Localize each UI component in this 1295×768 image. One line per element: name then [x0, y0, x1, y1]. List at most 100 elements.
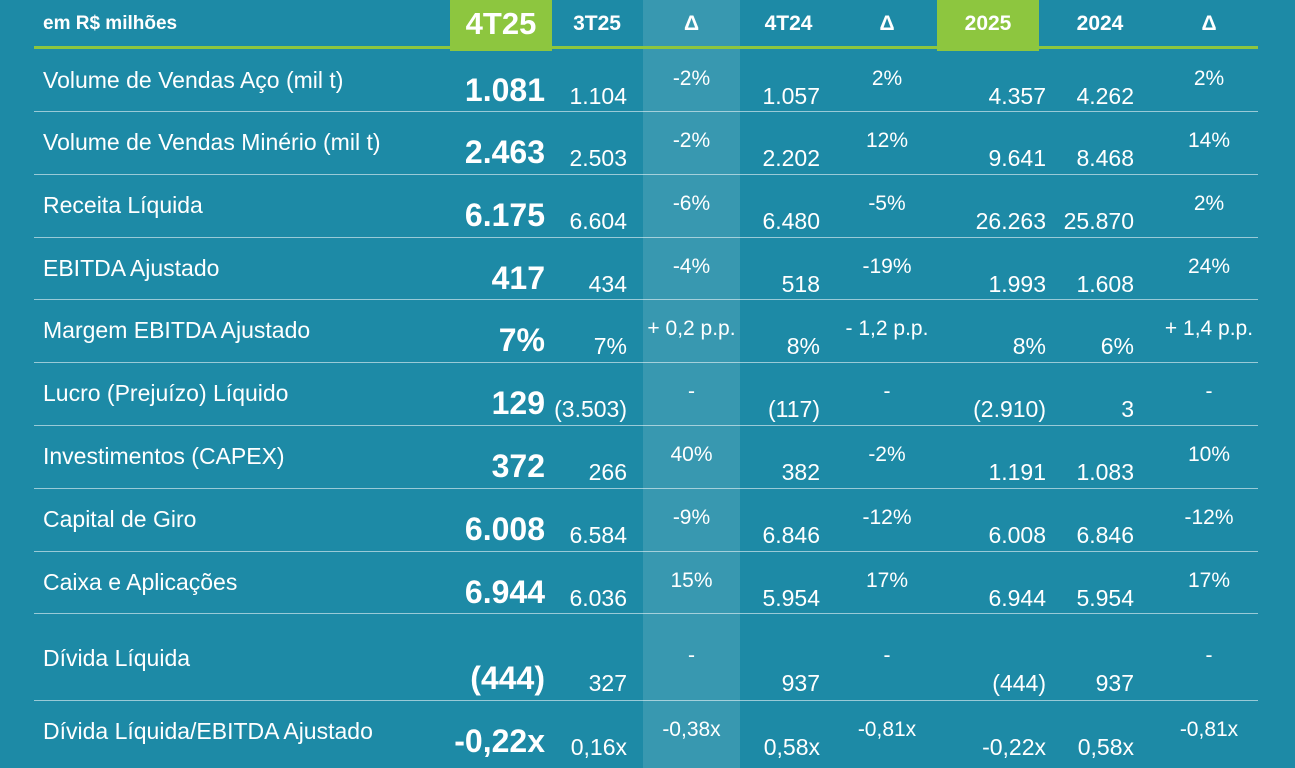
- row-label: Caixa e Aplicações: [43, 569, 238, 595]
- value-4t24: 0,58x: [763, 734, 820, 760]
- delta-yoy: 12%: [865, 129, 909, 152]
- value-2025: (444): [992, 670, 1046, 696]
- value-4t25: 2.463: [464, 134, 545, 170]
- value-2025: -0,22x: [982, 734, 1046, 760]
- value-2024: 25.870: [1063, 208, 1134, 234]
- delta-yoy: 17%: [865, 569, 909, 592]
- value-3t25: 266: [588, 459, 627, 485]
- row-divider: [34, 700, 1258, 701]
- header-2025: 2025: [964, 12, 1012, 35]
- row-divider: [34, 237, 1258, 238]
- value-2025: 26.263: [975, 208, 1046, 234]
- row-divider: [34, 488, 1258, 489]
- table-row: Dívida Líquida/EBITDA Ajustado -0,22x 0,16…: [0, 701, 1295, 768]
- value-3t25: 0,16x: [570, 734, 627, 760]
- delta-yoy: -19%: [862, 255, 912, 278]
- delta-annual: 2%: [1193, 192, 1225, 215]
- value-4t24: 1.057: [762, 83, 820, 109]
- value-3t25: 7%: [593, 333, 627, 359]
- delta-qoq: 15%: [670, 569, 713, 592]
- value-2024: 6%: [1100, 333, 1134, 359]
- delta-annual: 10%: [1187, 443, 1231, 466]
- delta-annual: 2%: [1193, 67, 1225, 90]
- table-row: Caixa e Aplicações 6.944 6.036 15% 5.954 17% 6…: [0, 552, 1295, 614]
- row-divider: [34, 174, 1258, 175]
- value-4t24: 6.480: [762, 208, 820, 234]
- table-row: Volume de Vendas Aço (mil t) 1.081 1.104 -2…: [0, 50, 1295, 112]
- value-2025: 4.357: [988, 83, 1046, 109]
- row-label: Lucro (Prejuízo) Líquido: [43, 380, 289, 406]
- row-label: Dívida Líquida: [43, 645, 191, 671]
- value-4t24: 2.202: [762, 145, 820, 171]
- value-2025: 1.993: [988, 271, 1046, 297]
- unit-label: em R$ milhões: [43, 13, 178, 34]
- value-3t25: 6.584: [569, 522, 627, 548]
- row-label: Receita Líquida: [43, 192, 203, 218]
- header-4t24: 4T24: [764, 12, 813, 35]
- row-divider: [34, 551, 1258, 552]
- header-3t25: 3T25: [573, 12, 621, 35]
- row-label: Margem EBITDA Ajustado: [43, 317, 311, 343]
- value-4t25: 417: [491, 260, 545, 296]
- row-divider: [34, 613, 1258, 614]
- value-4t25: 6.944: [464, 574, 545, 610]
- row-divider: [34, 111, 1258, 112]
- value-3t25: 6.604: [569, 208, 627, 234]
- value-4t24: 5.954: [762, 585, 820, 611]
- value-3t25: 327: [588, 670, 627, 696]
- delta-annual: -12%: [1184, 506, 1234, 529]
- table-row: EBITDA Ajustado 417 434 -4% 518 -19% 1.993 1.60…: [0, 238, 1295, 300]
- delta-yoy: -: [883, 644, 891, 667]
- value-2025: 9.641: [988, 145, 1046, 171]
- value-4t24: 937: [781, 670, 820, 696]
- value-2024: 6.846: [1076, 522, 1134, 548]
- row-label: Dívida Líquida/EBITDA Ajustado: [43, 718, 373, 744]
- value-2024: 4.262: [1076, 83, 1134, 109]
- row-divider: [34, 299, 1258, 300]
- row-label: Volume de Vendas Aço (mil t): [43, 67, 344, 93]
- highlight-4t25: [450, 0, 552, 51]
- header-4t25: 4T25: [465, 6, 537, 41]
- value-2024: 5.954: [1076, 585, 1134, 611]
- value-2025: 6.944: [988, 585, 1046, 611]
- delta-column-band: [643, 0, 740, 768]
- delta-annual: + 1,4 p.p.: [1164, 317, 1254, 340]
- highlight-2025: [937, 0, 1039, 51]
- delta-qoq: -4%: [672, 255, 711, 278]
- table-row: Margem EBITDA Ajustado 7% 7% + 0,2 p.p. 8% - …: [0, 300, 1295, 363]
- delta-yoy: -2%: [868, 443, 906, 466]
- header-delta-3: Δ: [1201, 12, 1217, 35]
- value-2025: (2.910): [973, 396, 1046, 422]
- table-row: Volume de Vendas Minério (mil t) 2.463 2.5…: [0, 112, 1295, 175]
- delta-annual: 24%: [1187, 255, 1231, 278]
- value-2024: 8.468: [1076, 145, 1134, 171]
- value-4t25: (444): [470, 660, 545, 696]
- value-3t25: 434: [588, 271, 627, 297]
- value-4t25: 6.008: [464, 511, 545, 547]
- value-2024: 937: [1095, 670, 1134, 696]
- delta-yoy: 2%: [871, 67, 903, 90]
- value-2024: 3: [1121, 396, 1134, 422]
- delta-qoq: 40%: [670, 443, 713, 466]
- table-row: Lucro (Prejuízo) Líquido 129 (3.503) - (117)…: [0, 363, 1295, 426]
- delta-yoy: -12%: [862, 506, 912, 529]
- header-delta-1: Δ: [683, 12, 700, 35]
- delta-qoq: -0,38x: [662, 718, 721, 741]
- delta-qoq: -9%: [672, 506, 711, 529]
- delta-annual: -: [1205, 644, 1213, 667]
- value-4t25: 1.081: [464, 72, 545, 108]
- table-row: Investimentos (CAPEX) 372 266 40% 382 -2% 1.19…: [0, 426, 1295, 489]
- delta-annual: 14%: [1187, 129, 1231, 152]
- value-3t25: 6.036: [569, 585, 627, 611]
- row-label: Volume de Vendas Minério (mil t): [43, 129, 381, 155]
- value-2025: 8%: [1012, 333, 1046, 359]
- value-3t25: (3.503): [554, 396, 627, 422]
- delta-annual: -: [1205, 380, 1213, 403]
- delta-yoy: -: [883, 380, 891, 403]
- delta-qoq: -6%: [672, 192, 711, 215]
- header-divider: [34, 46, 1258, 49]
- value-4t24: 382: [781, 459, 820, 485]
- value-4t24: 8%: [786, 333, 820, 359]
- value-2024: 1.608: [1076, 271, 1134, 297]
